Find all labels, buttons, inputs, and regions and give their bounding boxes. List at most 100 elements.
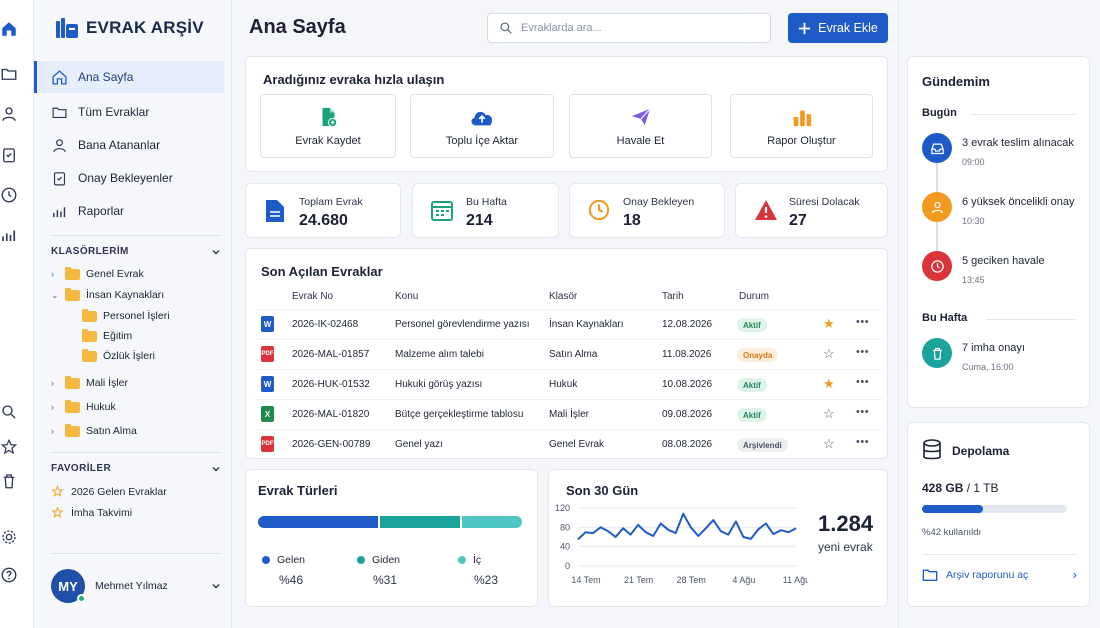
nav-item-assigned-to-me[interactable]: Bana Atananlar — [34, 129, 232, 161]
legend-value: %31 — [373, 573, 398, 587]
stat-value: 27 — [789, 212, 807, 229]
table-row[interactable]: W 2026-HUK-01532 Hukuki görüş yazısı Huk… — [254, 369, 882, 399]
folder-icon — [922, 569, 938, 581]
folder-label: Mali İşler — [86, 377, 129, 389]
series-line — [577, 512, 797, 541]
chevron-right-icon: › — [51, 378, 54, 388]
star-filled-icon[interactable]: ★ — [823, 376, 835, 391]
folder-icon[interactable] — [0, 65, 18, 83]
column-header-date[interactable]: Tarih — [662, 291, 684, 302]
more-options-icon[interactable]: ••• — [856, 436, 870, 448]
clipboard-icon[interactable] — [0, 146, 18, 164]
table-row[interactable]: W 2026-IK-02468 Personel görevlendirme y… — [254, 309, 882, 339]
column-header-folder[interactable]: Klasör — [549, 291, 578, 302]
stat-value: 214 — [466, 212, 493, 229]
star-icon[interactable] — [0, 438, 18, 456]
excel-file-icon: X — [261, 406, 274, 422]
search-input[interactable] — [521, 22, 751, 34]
quick-action-create-report[interactable]: Rapor Oluştur — [730, 94, 873, 158]
folder-item-hr[interactable]: ⌄ İnsan Kaynakları — [51, 287, 164, 301]
clock-icon[interactable] — [0, 186, 18, 204]
home-icon[interactable] — [0, 20, 18, 38]
user-icon[interactable] — [0, 105, 18, 123]
quick-action-label: Rapor Oluştur — [767, 134, 836, 147]
table-row[interactable]: PDF 2026-GEN-00789 Genel yazı Genel Evra… — [254, 429, 882, 459]
table-row[interactable]: X 2026-MAL-01820 Bütçe gerçekleştirme ta… — [254, 399, 882, 429]
x-tick-label: 11 Ağu — [783, 575, 808, 585]
folder-item-personal-affairs[interactable]: Özlük İşleri — [82, 348, 155, 362]
folder-item-training[interactable]: Eğitim — [82, 328, 132, 342]
quick-action-label: Havale Et — [616, 134, 665, 147]
nav-label: Tüm Evraklar — [78, 105, 150, 119]
recent-documents-title: Son Açılan Evraklar — [261, 264, 383, 279]
chevron-right-icon: › — [51, 402, 54, 412]
quick-action-bulk-import[interactable]: Toplu İçe Aktar — [410, 94, 554, 158]
stat-card-total[interactable]: Toplam Evrak 24.680 — [245, 183, 401, 238]
star-outline-icon[interactable]: ☆ — [823, 406, 835, 421]
chevron-down-icon — [212, 249, 220, 254]
cell-subject: Hukuki görüş yazısı — [395, 379, 483, 390]
user-menu[interactable]: MY Mehmet Yılmaz — [51, 569, 221, 603]
divider — [970, 114, 1076, 115]
folder-icon — [82, 348, 97, 362]
x-tick-label: 21 Tem — [624, 575, 653, 585]
more-options-icon[interactable]: ••• — [856, 376, 870, 388]
nav-item-reports[interactable]: Raporlar — [34, 195, 232, 227]
database-icon — [923, 439, 941, 460]
trash-icon[interactable] — [0, 472, 18, 490]
more-options-icon[interactable]: ••• — [856, 406, 870, 418]
status-badge: Arşivlendi — [737, 438, 788, 452]
folder-item-finance[interactable]: › Mali İşler — [51, 375, 129, 389]
folder-label: Personel İşleri — [103, 310, 170, 322]
icon-rail — [0, 0, 34, 628]
nav-item-pending-approval[interactable]: Onay Bekleyenler — [34, 162, 232, 194]
star-outline-icon[interactable]: ☆ — [823, 346, 835, 361]
quick-action-forward[interactable]: Havale Et — [569, 94, 712, 158]
add-document-button[interactable]: Evrak Ekle — [788, 13, 888, 43]
y-tick-label: 120 — [555, 503, 570, 513]
folder-icon — [82, 328, 97, 342]
column-header-status[interactable]: Durum — [739, 291, 770, 302]
stat-card-pending[interactable]: Onay Bekleyen 18 — [569, 183, 725, 238]
status-badge: Aktif — [737, 378, 767, 392]
star-filled-icon[interactable]: ★ — [823, 316, 835, 331]
favorite-label: İmha Takvimi — [71, 506, 133, 519]
search-icon[interactable] — [0, 403, 18, 421]
nav-item-home[interactable]: Ana Sayfa — [34, 61, 224, 93]
help-icon[interactable] — [0, 566, 18, 584]
calendar-icon — [431, 201, 453, 221]
quick-action-save-document[interactable]: Evrak Kaydet — [260, 94, 396, 158]
favorites-section-header[interactable]: FAVORİLER — [51, 463, 221, 474]
folder-item-personnel[interactable]: Personel İşleri — [82, 308, 170, 322]
favorite-item[interactable]: İmha Takvimi — [51, 506, 132, 519]
folder-icon — [65, 399, 80, 413]
cell-document-no: 2026-IK-02468 — [292, 319, 359, 330]
more-options-icon[interactable]: ••• — [856, 316, 870, 328]
app-logo[interactable]: EVRAK ARŞİV — [56, 18, 204, 38]
column-header-document-no[interactable]: Evrak No — [292, 291, 334, 302]
folder-label: Özlük İşleri — [103, 350, 155, 362]
nav-item-all-documents[interactable]: Tüm Evraklar — [34, 96, 232, 128]
archive-report-link[interactable]: Arşiv raporunu aç › — [922, 567, 1077, 582]
favorite-item[interactable]: 2026 Gelen Evraklar — [51, 485, 167, 498]
y-tick-label: 0 — [565, 561, 570, 571]
folder-item-legal[interactable]: › Hukuk — [51, 399, 116, 413]
folder-item-general[interactable]: › Genel Evrak — [51, 266, 144, 280]
column-header-subject[interactable]: Konu — [395, 291, 419, 302]
plus-icon — [799, 22, 811, 34]
agenda-item-time: 10:30 — [962, 216, 985, 226]
search-box[interactable] — [487, 13, 771, 43]
folder-item-purchasing[interactable]: › Satın Alma — [51, 423, 137, 437]
more-options-icon[interactable]: ••• — [856, 346, 870, 358]
gear-icon[interactable] — [0, 528, 18, 546]
stat-card-expiring[interactable]: Süresi Dolacak 27 — [735, 183, 888, 238]
folders-section-header[interactable]: KLASÖRLERİM — [51, 246, 221, 257]
page-title: Ana Sayfa — [249, 16, 346, 38]
star-outline-icon[interactable]: ☆ — [823, 436, 835, 451]
stat-card-this-week[interactable]: Bu Hafta 214 — [412, 183, 559, 238]
chart-icon[interactable] — [0, 226, 18, 244]
segment-internal — [462, 516, 522, 528]
chevron-right-icon: › — [51, 269, 54, 279]
quick-action-label: Toplu İçe Aktar — [445, 134, 519, 147]
table-row[interactable]: PDF 2026-MAL-01857 Malzeme alım talebi S… — [254, 339, 882, 369]
